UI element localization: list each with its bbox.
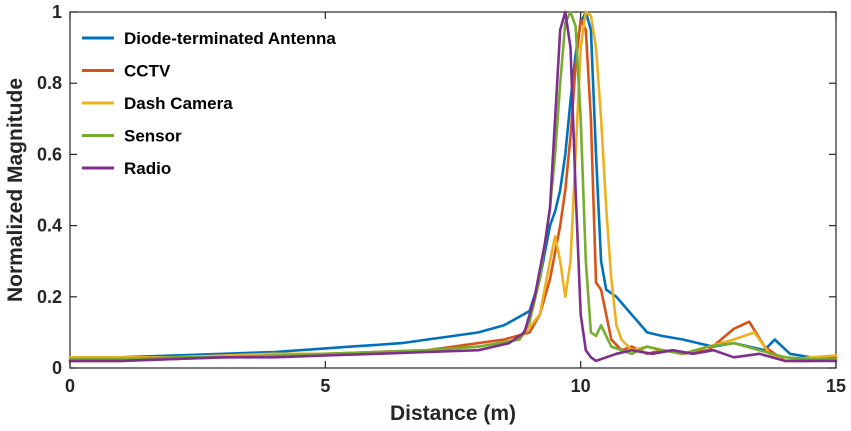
series-layer [68, 10, 838, 363]
series-line-5 [68, 10, 838, 363]
series-line-4 [68, 10, 838, 361]
x-tick-label: 5 [320, 376, 330, 396]
y-tick-label: 0 [52, 358, 62, 378]
legend-label: Sensor [124, 127, 182, 146]
legend-label: Radio [124, 159, 171, 178]
y-tick-label: 0.8 [37, 73, 62, 93]
ticks-layer: 0 5 10 15 0 0.2 0.4 0.6 0.8 1 [37, 2, 846, 396]
y-axis-label: Normalized Magnitude [4, 78, 27, 302]
x-tick-label: 10 [571, 376, 591, 396]
x-axis-label: Distance (m) [390, 402, 516, 425]
x-tick-label: 15 [826, 376, 846, 396]
y-tick-label: 0.2 [37, 287, 62, 307]
x-tick-label: 0 [65, 376, 75, 396]
legend-label: Diode-terminated Antenna [124, 29, 336, 48]
y-tick-label: 0.6 [37, 144, 62, 164]
legend-label: Dash Camera [124, 94, 233, 113]
y-tick-label: 1 [52, 2, 62, 22]
legend-label: CCTV [124, 62, 171, 81]
y-tick-label: 0.4 [37, 216, 62, 236]
plot-area [69, 11, 837, 369]
legend: Diode-terminated Antenna CCTV Dash Camera S… [82, 29, 336, 178]
